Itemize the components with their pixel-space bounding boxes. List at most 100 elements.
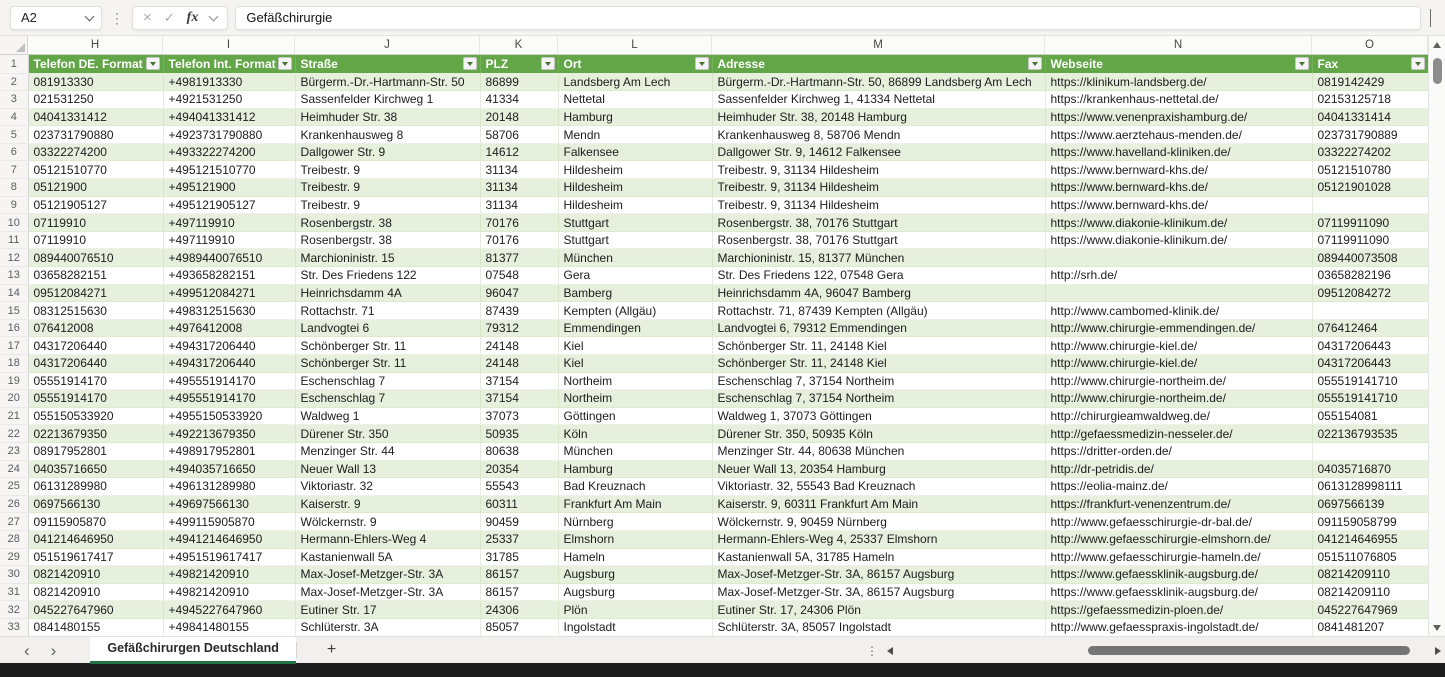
cell[interactable]: 85057 [480, 618, 559, 636]
vertical-scrollbar-thumb[interactable] [1433, 58, 1442, 84]
cell[interactable]: Eschenschlag 7 [295, 372, 481, 391]
cell[interactable]: 05121510780 [1312, 160, 1428, 180]
cell[interactable]: 86899 [480, 73, 559, 92]
cell[interactable]: 07119911090 [1312, 213, 1428, 232]
cell[interactable]: Kastanienwall 5A, 31785 Hameln [712, 548, 1046, 567]
cell[interactable]: 60311 [480, 495, 559, 514]
cell[interactable]: http://www.chirurgie-emmendingen.de/ [1045, 319, 1313, 338]
cell[interactable]: 25337 [480, 530, 559, 549]
cell[interactable]: 076412008 [28, 319, 164, 338]
cell[interactable]: Schönberger Str. 11 [295, 336, 481, 355]
insert-function-icon[interactable]: fx [186, 9, 199, 25]
cell[interactable]: https://www.aerztehaus-menden.de/ [1045, 125, 1313, 144]
table-column-header[interactable]: Telefon Int. Format [163, 55, 296, 73]
cell[interactable]: Dallgower Str. 9, 14612 Falkensee [712, 143, 1046, 162]
cell[interactable]: Schönberger Str. 11, 24148 Kiel [712, 336, 1046, 355]
row-number[interactable]: 1 [0, 55, 29, 74]
cell[interactable]: +492213679350 [163, 424, 296, 443]
cell[interactable]: +4951519617417 [163, 548, 296, 567]
cell[interactable]: 055519141710 [1312, 389, 1428, 408]
cell[interactable]: Wölckernstr. 9 [295, 512, 481, 531]
formula-input[interactable]: Gefäßchirurgie [235, 5, 1421, 30]
column-header-I[interactable]: I [163, 36, 295, 54]
cell[interactable]: 051511076805 [1312, 548, 1428, 567]
cell[interactable]: Kiel [558, 336, 713, 355]
chevron-down-icon[interactable] [84, 11, 95, 21]
cell[interactable]: https://krankenhaus-nettetal.de/ [1045, 90, 1313, 109]
cell[interactable]: https://www.diakonie-klinikum.de/ [1045, 213, 1313, 232]
row-number[interactable]: 3 [0, 90, 29, 109]
filter-button[interactable] [462, 57, 477, 70]
row-number[interactable]: 27 [0, 512, 29, 531]
cell[interactable]: Bad Kreuznach [558, 477, 713, 496]
cell[interactable]: 03322274202 [1312, 143, 1428, 162]
cell[interactable]: 02153125718 [1312, 90, 1428, 109]
cell[interactable]: http://www.chirurgie-kiel.de/ [1045, 354, 1313, 373]
cell[interactable]: 05121905127 [28, 196, 164, 215]
cell[interactable]: +4945227647960 [163, 600, 296, 619]
cell[interactable]: Elmshorn [558, 530, 713, 549]
cell[interactable]: Wölckernstr. 9, 90459 Nürnberg [712, 512, 1046, 531]
row-number[interactable]: 18 [0, 354, 29, 373]
cell[interactable]: http://www.gefaesschirurgie-elmshorn.de/ [1045, 530, 1313, 549]
cell[interactable]: Kaiserstr. 9 [295, 495, 481, 514]
column-header-H[interactable]: H [28, 36, 163, 54]
column-header-O[interactable]: O [1312, 36, 1428, 54]
cell[interactable]: +498917952801 [163, 442, 296, 461]
cell[interactable]: Treibestr. 9, 31134 Hildesheim [712, 196, 1046, 215]
cell[interactable]: http://chirurgieamwaldweg.de/ [1045, 407, 1313, 426]
cell[interactable] [1312, 442, 1428, 461]
cell[interactable]: 04041331412 [28, 108, 164, 127]
row-number[interactable]: 8 [0, 178, 29, 197]
cell[interactable]: Treibestr. 9, 31134 Hildesheim [712, 160, 1046, 180]
cell[interactable]: 05121901028 [1312, 178, 1428, 197]
cell[interactable]: 08214209110 [1312, 565, 1428, 584]
cell[interactable]: +49821420910 [163, 565, 296, 584]
cell[interactable]: +494317206440 [163, 336, 296, 355]
cell[interactable]: Frankfurt Am Main [558, 495, 713, 514]
cell[interactable]: 24306 [480, 600, 559, 619]
cell[interactable]: 03322274200 [28, 143, 164, 162]
cell[interactable]: 02213679350 [28, 424, 164, 443]
cell[interactable]: Bamberg [558, 284, 713, 303]
cell[interactable]: 08917952801 [28, 442, 164, 461]
column-header-L[interactable]: L [558, 36, 712, 54]
cell[interactable]: Hamburg [558, 108, 713, 127]
cell[interactable]: Nürnberg [558, 512, 713, 531]
column-header-N[interactable]: N [1045, 36, 1312, 54]
scroll-up-icon[interactable] [1433, 42, 1441, 48]
cell[interactable]: http://gefaessmedizin-nesseler.de/ [1045, 424, 1313, 443]
cell[interactable]: 09512084271 [28, 284, 164, 303]
cell[interactable]: 24148 [480, 354, 559, 373]
cell[interactable]: Viktoriastr. 32, 55543 Bad Kreuznach [712, 477, 1046, 496]
cell[interactable]: 0821420910 [28, 583, 164, 602]
cell[interactable]: +4923731790880 [163, 125, 296, 144]
row-number[interactable]: 10 [0, 213, 29, 232]
cell[interactable]: 091159058799 [1312, 512, 1428, 531]
row-number[interactable]: 31 [0, 583, 29, 602]
cell[interactable]: https://www.gefaessklinik-augsburg.de/ [1045, 565, 1313, 584]
cell[interactable]: https://eolia-mainz.de/ [1045, 477, 1313, 496]
cell[interactable]: +4981913330 [163, 73, 296, 92]
cell[interactable]: München [558, 442, 713, 461]
cell[interactable]: Stuttgart [558, 231, 713, 250]
cell[interactable]: +495121905127 [163, 196, 296, 215]
vertical-scrollbar[interactable] [1428, 36, 1445, 636]
cell[interactable]: 0697566130 [28, 495, 164, 514]
cell[interactable]: 089440073508 [1312, 248, 1428, 268]
cell[interactable]: +494041331412 [163, 108, 296, 127]
row-number[interactable]: 28 [0, 530, 29, 549]
cell[interactable]: +49697566130 [163, 495, 296, 514]
cell[interactable]: 86157 [480, 565, 559, 584]
cell[interactable] [1312, 196, 1428, 215]
cell[interactable]: Gera [558, 266, 713, 285]
cell[interactable]: 04035716650 [28, 460, 164, 479]
cell[interactable]: https://frankfurt-venenzentrum.de/ [1045, 495, 1313, 514]
cell[interactable]: https://dritter-orden.de/ [1045, 442, 1313, 461]
scroll-right-icon[interactable] [1435, 646, 1441, 655]
cell[interactable]: 081913330 [28, 73, 164, 92]
row-number[interactable]: 19 [0, 372, 29, 391]
row-number[interactable]: 22 [0, 424, 29, 443]
add-sheet-button[interactable]: + [326, 641, 337, 658]
cell[interactable]: Max-Josef-Metzger-Str. 3A, 86157 Augsbur… [712, 583, 1046, 602]
